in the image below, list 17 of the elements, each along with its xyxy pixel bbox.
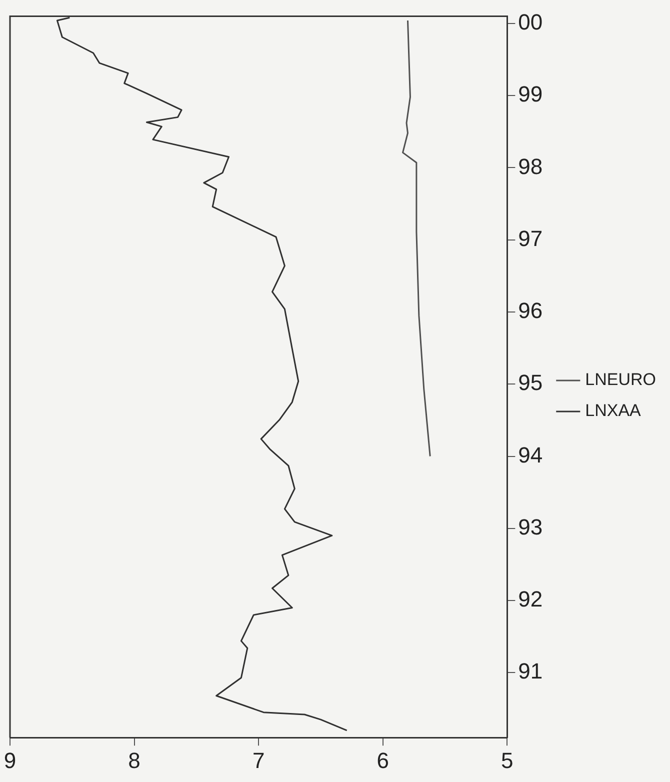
x-tick-label: 6 <box>376 748 390 773</box>
y-tick-label: 98 <box>518 154 543 179</box>
y-tick-label: 92 <box>518 586 543 612</box>
legend-label: LNXAA <box>585 401 642 420</box>
x-tick-label: 5 <box>501 748 514 773</box>
y-tick-label: 94 <box>518 442 543 468</box>
y-tick-label: 00 <box>518 9 543 34</box>
y-tick-label: 96 <box>518 298 543 324</box>
y-tick-label: 95 <box>518 370 543 396</box>
y-tick-label: 91 <box>518 658 543 684</box>
x-tick-label: 7 <box>252 748 265 773</box>
x-tick-label: 8 <box>128 748 140 773</box>
legend-label: LNEURO <box>585 370 656 390</box>
y-tick-label: 99 <box>518 82 543 107</box>
y-tick-label: 93 <box>518 514 543 540</box>
x-tick-label: 9 <box>4 748 16 773</box>
y-tick-label: 97 <box>518 226 543 251</box>
